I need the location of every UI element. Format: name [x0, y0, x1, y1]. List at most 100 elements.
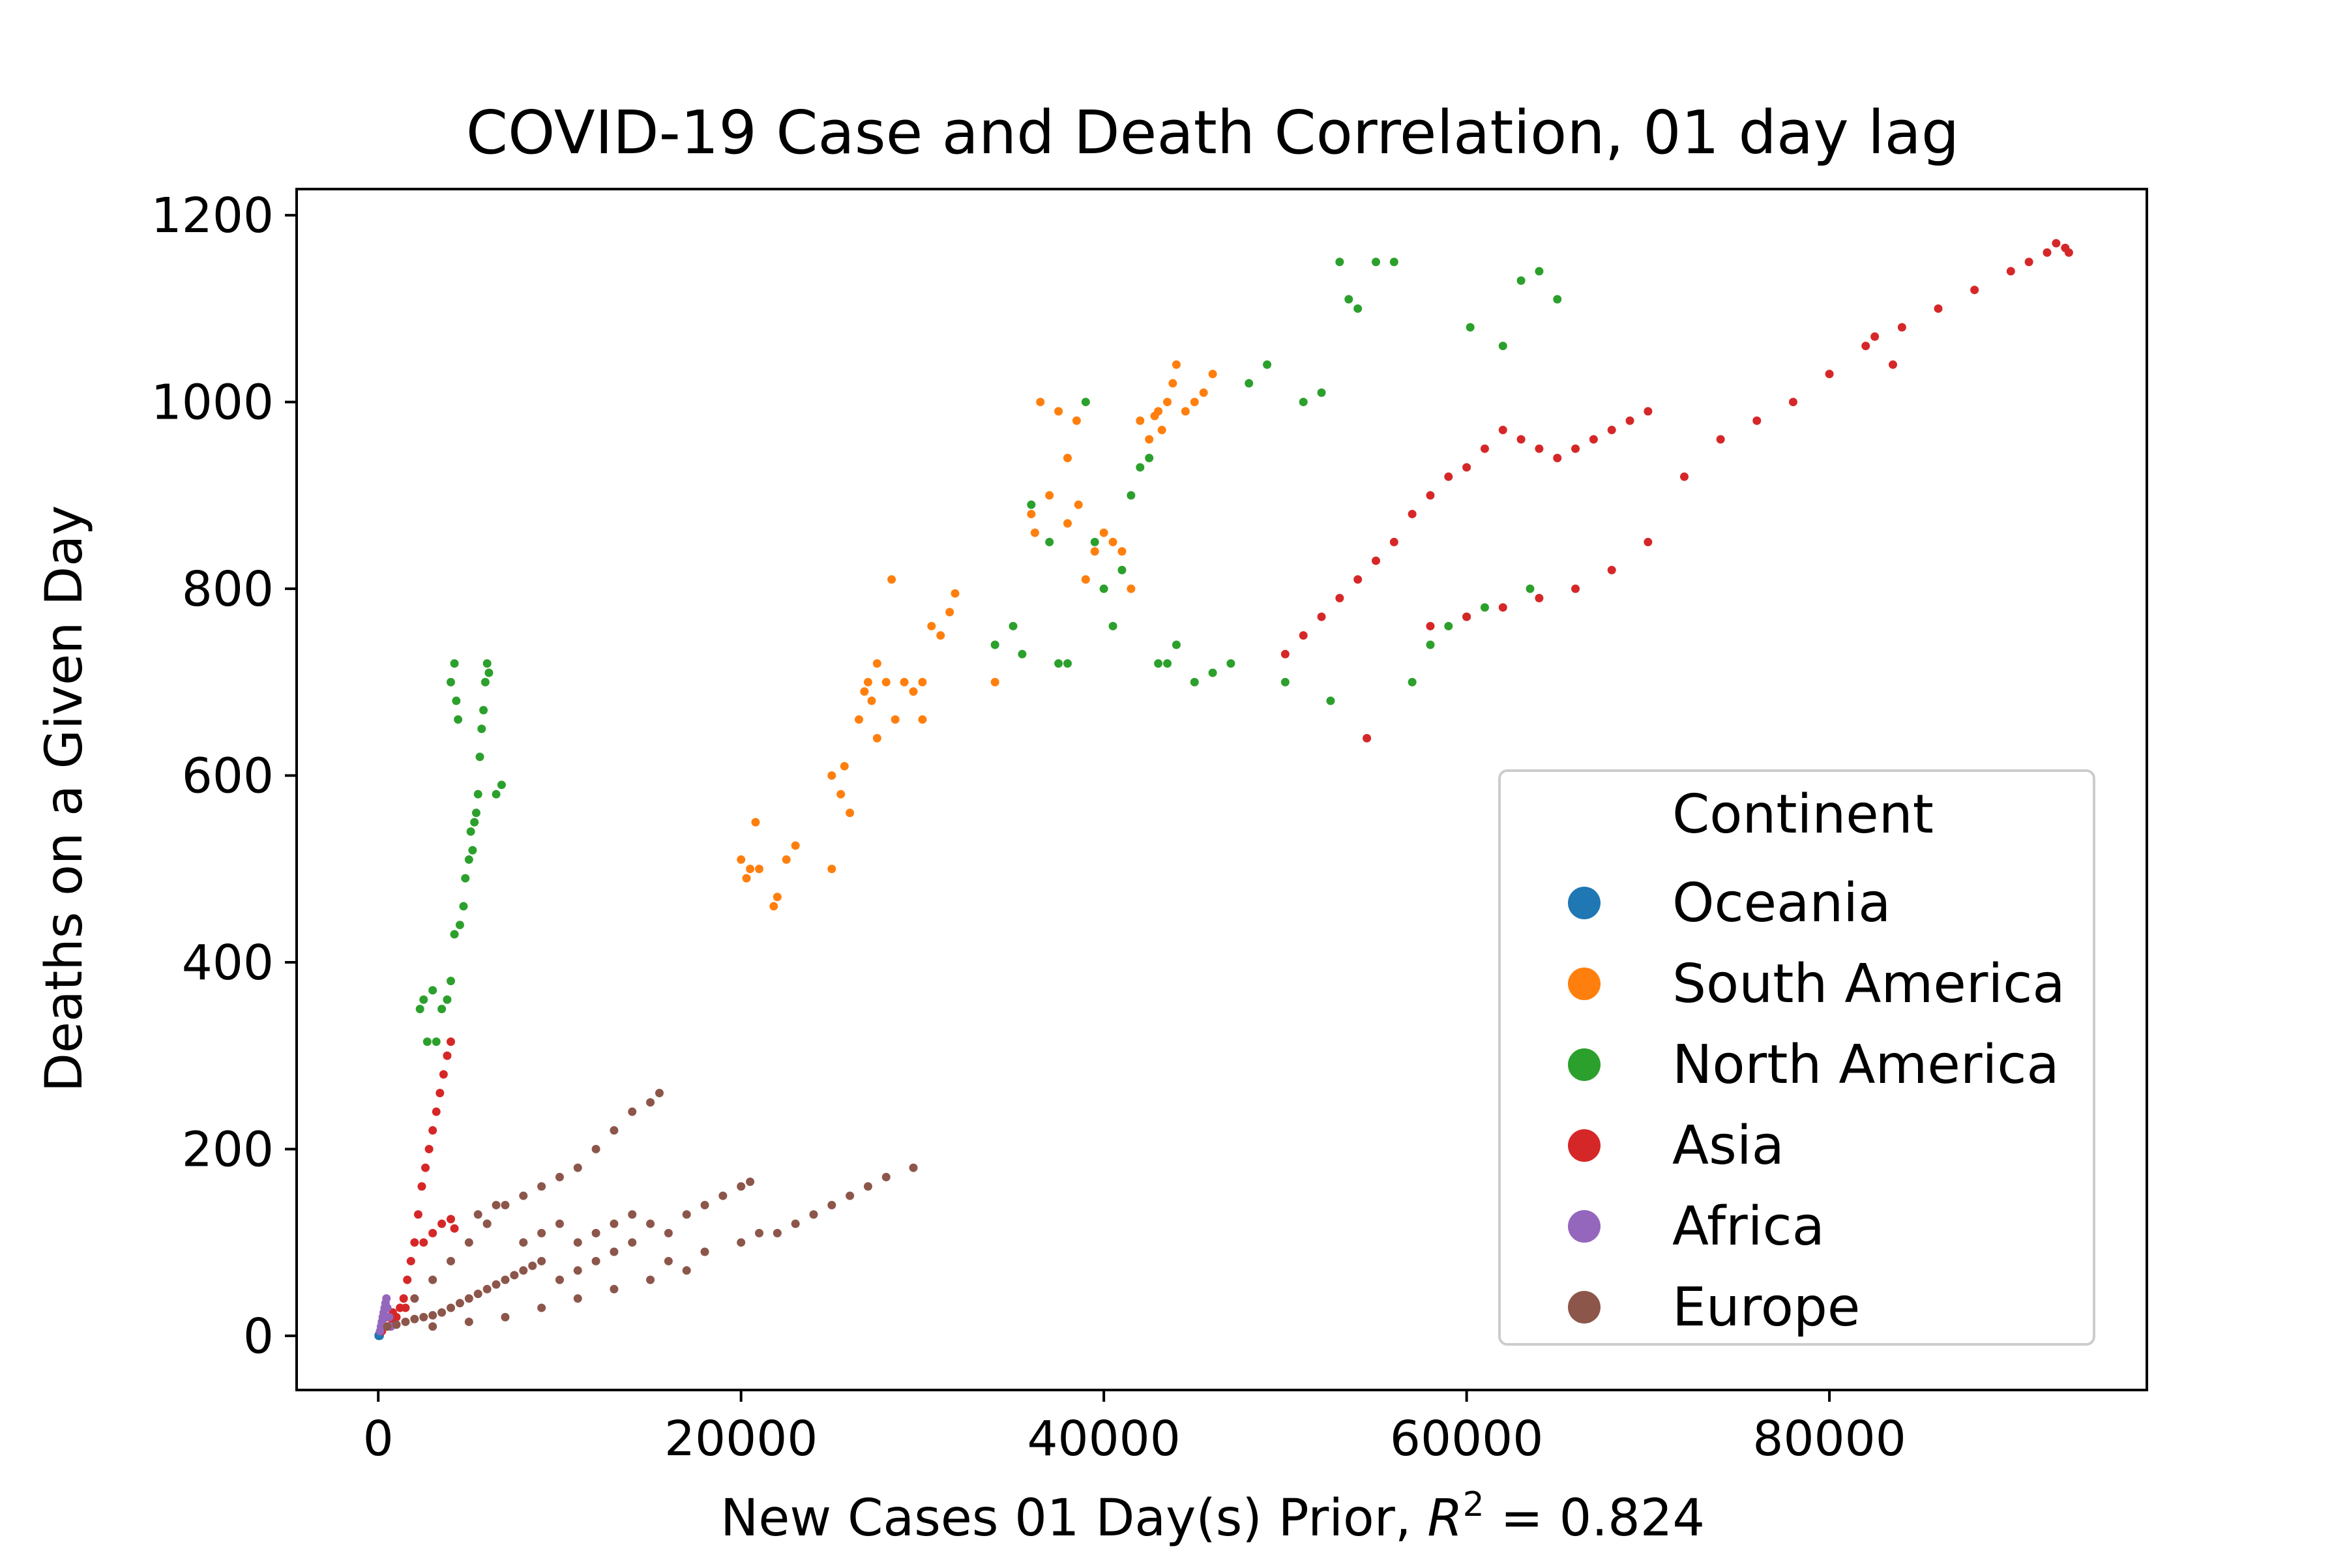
point-asia-8: [410, 1238, 419, 1247]
point-europe-18: [410, 1294, 419, 1303]
point-europe-30: [628, 1107, 637, 1116]
point-north-america-18: [475, 752, 484, 762]
point-europe-35: [492, 1200, 501, 1209]
point-europe-7: [447, 1303, 455, 1312]
point-north-america-45: [1208, 668, 1217, 677]
point-europe-52: [591, 1256, 600, 1265]
plot-frame: [295, 188, 2148, 1391]
legend-label-asia: Asia: [1672, 1115, 1784, 1177]
point-europe-11: [482, 1284, 492, 1294]
point-asia-64: [1970, 286, 1979, 295]
point-asia-19: [419, 1238, 428, 1247]
point-south-america-33: [1030, 528, 1039, 537]
legend-marker-africa: [1568, 1210, 1601, 1243]
point-europe-14: [510, 1271, 519, 1280]
legend-marker-asia: [1568, 1129, 1601, 1162]
point-south-america-18: [872, 659, 881, 668]
y-tick-label-0: 0: [243, 1309, 274, 1365]
point-south-america-32: [1027, 509, 1036, 518]
point-north-america-17: [473, 790, 482, 799]
point-south-america-28: [936, 631, 945, 640]
point-europe-73: [646, 1275, 655, 1284]
point-asia-49: [1426, 621, 1435, 630]
point-asia-20: [428, 1228, 437, 1237]
point-north-america-27: [454, 715, 463, 724]
x-tick-label-4: 80000: [1752, 1411, 1906, 1467]
point-north-america-63: [1498, 342, 1507, 351]
point-south-america-27: [927, 621, 936, 630]
point-europe-57: [737, 1238, 746, 1247]
point-south-america-6: [769, 902, 778, 911]
point-south-america-29: [945, 608, 954, 617]
point-europe-27: [573, 1163, 582, 1172]
point-asia-34: [1389, 537, 1398, 546]
y-tick-label-3: 600: [182, 748, 274, 805]
point-asia-10: [417, 1182, 426, 1191]
point-south-america-51: [1168, 379, 1177, 388]
point-europe-70: [537, 1303, 546, 1312]
point-asia-7: [406, 1256, 415, 1265]
point-europe-72: [610, 1284, 619, 1294]
point-europe-23: [501, 1200, 510, 1209]
point-north-america-16: [471, 808, 480, 818]
point-europe-64: [863, 1182, 872, 1191]
legend-label-north-america: North America: [1672, 1034, 2059, 1096]
point-south-america-40: [1074, 500, 1083, 509]
point-asia-29: [1317, 612, 1326, 621]
point-north-america-71: [1018, 649, 1027, 658]
point-asia-45: [1589, 435, 1598, 444]
point-europe-42: [628, 1210, 637, 1219]
point-north-america-53: [1335, 258, 1344, 267]
point-asia-39: [1480, 444, 1489, 453]
point-south-america-22: [891, 715, 900, 724]
point-europe-45: [682, 1210, 691, 1219]
point-north-america-29: [497, 780, 506, 790]
point-europe-28: [591, 1144, 600, 1153]
point-south-america-31: [990, 677, 999, 687]
point-south-america-3: [755, 865, 763, 874]
point-south-america-35: [1045, 491, 1054, 500]
point-europe-2: [401, 1317, 410, 1326]
point-asia-44: [1571, 444, 1580, 453]
point-south-america-42: [1090, 547, 1099, 556]
legend-label-south-america: South America: [1672, 953, 2065, 1015]
point-europe-43: [646, 1219, 655, 1228]
point-africa-8: [383, 1303, 392, 1312]
point-south-america-0: [737, 855, 746, 864]
point-south-america-54: [1190, 398, 1199, 407]
legend-box: [1498, 769, 2095, 1346]
point-asia-9: [413, 1210, 422, 1219]
point-north-america-1: [419, 995, 428, 1004]
series-europe: [383, 1089, 918, 1331]
point-south-america-13: [846, 808, 855, 818]
point-europe-41: [610, 1219, 619, 1228]
point-asia-53: [1571, 584, 1580, 593]
y-tick-label-6: 1200: [151, 188, 274, 244]
point-asia-13: [428, 1126, 437, 1135]
point-north-america-9: [455, 921, 464, 930]
point-asia-17: [443, 1051, 452, 1060]
legend-marker-south-america: [1568, 968, 1601, 1000]
point-europe-47: [718, 1191, 728, 1200]
point-europe-58: [755, 1228, 763, 1237]
point-north-america-3: [428, 986, 437, 995]
point-north-america-10: [459, 902, 468, 911]
point-north-america-8: [450, 930, 459, 939]
point-north-america-44: [1190, 677, 1199, 687]
point-south-america-57: [1157, 426, 1166, 435]
point-north-america-36: [1108, 621, 1117, 630]
point-europe-60: [791, 1219, 800, 1228]
point-europe-71: [573, 1294, 582, 1303]
point-asia-55: [1644, 537, 1653, 546]
point-asia-37: [1444, 472, 1453, 481]
point-europe-59: [773, 1228, 782, 1237]
point-europe-39: [573, 1238, 582, 1247]
point-europe-8: [455, 1299, 464, 1308]
point-europe-31: [646, 1098, 655, 1107]
point-north-america-37: [1117, 565, 1127, 574]
point-asia-70: [2064, 248, 2073, 257]
point-north-america-60: [1444, 621, 1453, 630]
point-south-america-24: [909, 687, 918, 696]
